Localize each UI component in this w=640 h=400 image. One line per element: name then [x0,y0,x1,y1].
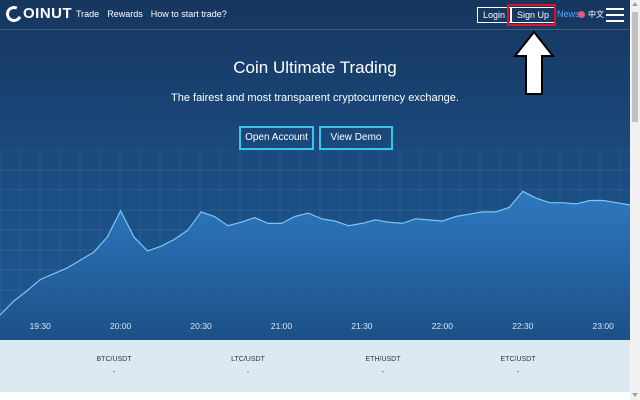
vertical-scrollbar[interactable] [630,0,640,400]
price-chart: 19:30 20:00 20:30 21:00 21:30 22:00 22:30 23:00 [0,150,630,340]
hero-title: Coin Ultimate Trading [233,58,397,77]
x-tick-label: 21:00 [271,321,293,331]
ticker-value: - [516,367,520,376]
scroll-down-icon[interactable] [632,393,638,397]
language-switch[interactable]: 中文 [588,10,604,19]
x-tick-label: 21:30 [351,321,373,331]
ticker-pair: LTC/USDT [231,356,265,363]
x-tick-label: 22:30 [512,321,534,331]
language-flag-icon[interactable] [578,11,585,18]
news-link[interactable]: News [557,9,580,19]
scroll-up-icon[interactable] [632,2,638,6]
nav-how-to-start-trade[interactable]: How to start trade? [150,9,227,19]
login-button[interactable]: Login [477,7,512,23]
ticker-strip: BTC/USDT - LTC/USDT - ETH/USDT - ETC/USD… [0,340,630,392]
ticker-pair: BTC/USDT [96,356,132,363]
open-account-button[interactable]: Open Account [239,126,314,150]
x-tick-label: 20:30 [190,321,212,331]
ticker-eth-usdt[interactable]: ETH/USDT - [343,356,423,376]
up-arrow-annotation [513,30,555,95]
bottom-strip [0,392,630,400]
chart-price-line [0,190,630,316]
main-nav: Trade Rewards How to start trade? [76,9,227,19]
scrollbar-thumb[interactable] [632,12,638,122]
ticker-value: - [381,367,385,376]
ticker-value: - [112,367,116,376]
hamburger-menu-icon[interactable] [606,8,626,22]
top-navigation-bar: OINUT Trade Rewards How to start trade? … [0,0,630,30]
ticker-etc-usdt[interactable]: ETC/USDT - [478,356,558,376]
ticker-value: - [246,367,250,376]
x-tick-label: 19:30 [30,321,52,331]
logo[interactable]: OINUT [3,3,73,24]
x-tick-label: 20:00 [110,321,132,331]
ticker-pair: ETH/USDT [365,356,401,363]
x-tick-label: 23:00 [593,321,615,331]
ticker-ltc-usdt[interactable]: LTC/USDT - [208,356,288,376]
hero-section: OINUT Trade Rewards How to start trade? … [0,0,630,340]
coinut-logo-icon [3,3,25,24]
x-tick-label: 22:00 [432,321,454,331]
ticker-pair: ETC/USDT [500,356,536,363]
view-demo-button[interactable]: View Demo [319,126,393,150]
nav-trade[interactable]: Trade [76,9,100,19]
ticker-btc-usdt[interactable]: BTC/USDT - [74,356,154,376]
logo-text: OINUT [23,5,73,22]
sign-up-highlight-box [507,4,556,26]
nav-rewards[interactable]: Rewards [107,9,143,19]
chart-area-fill [0,191,630,340]
hero-subtitle: The fairest and most transparent cryptoc… [171,92,459,104]
